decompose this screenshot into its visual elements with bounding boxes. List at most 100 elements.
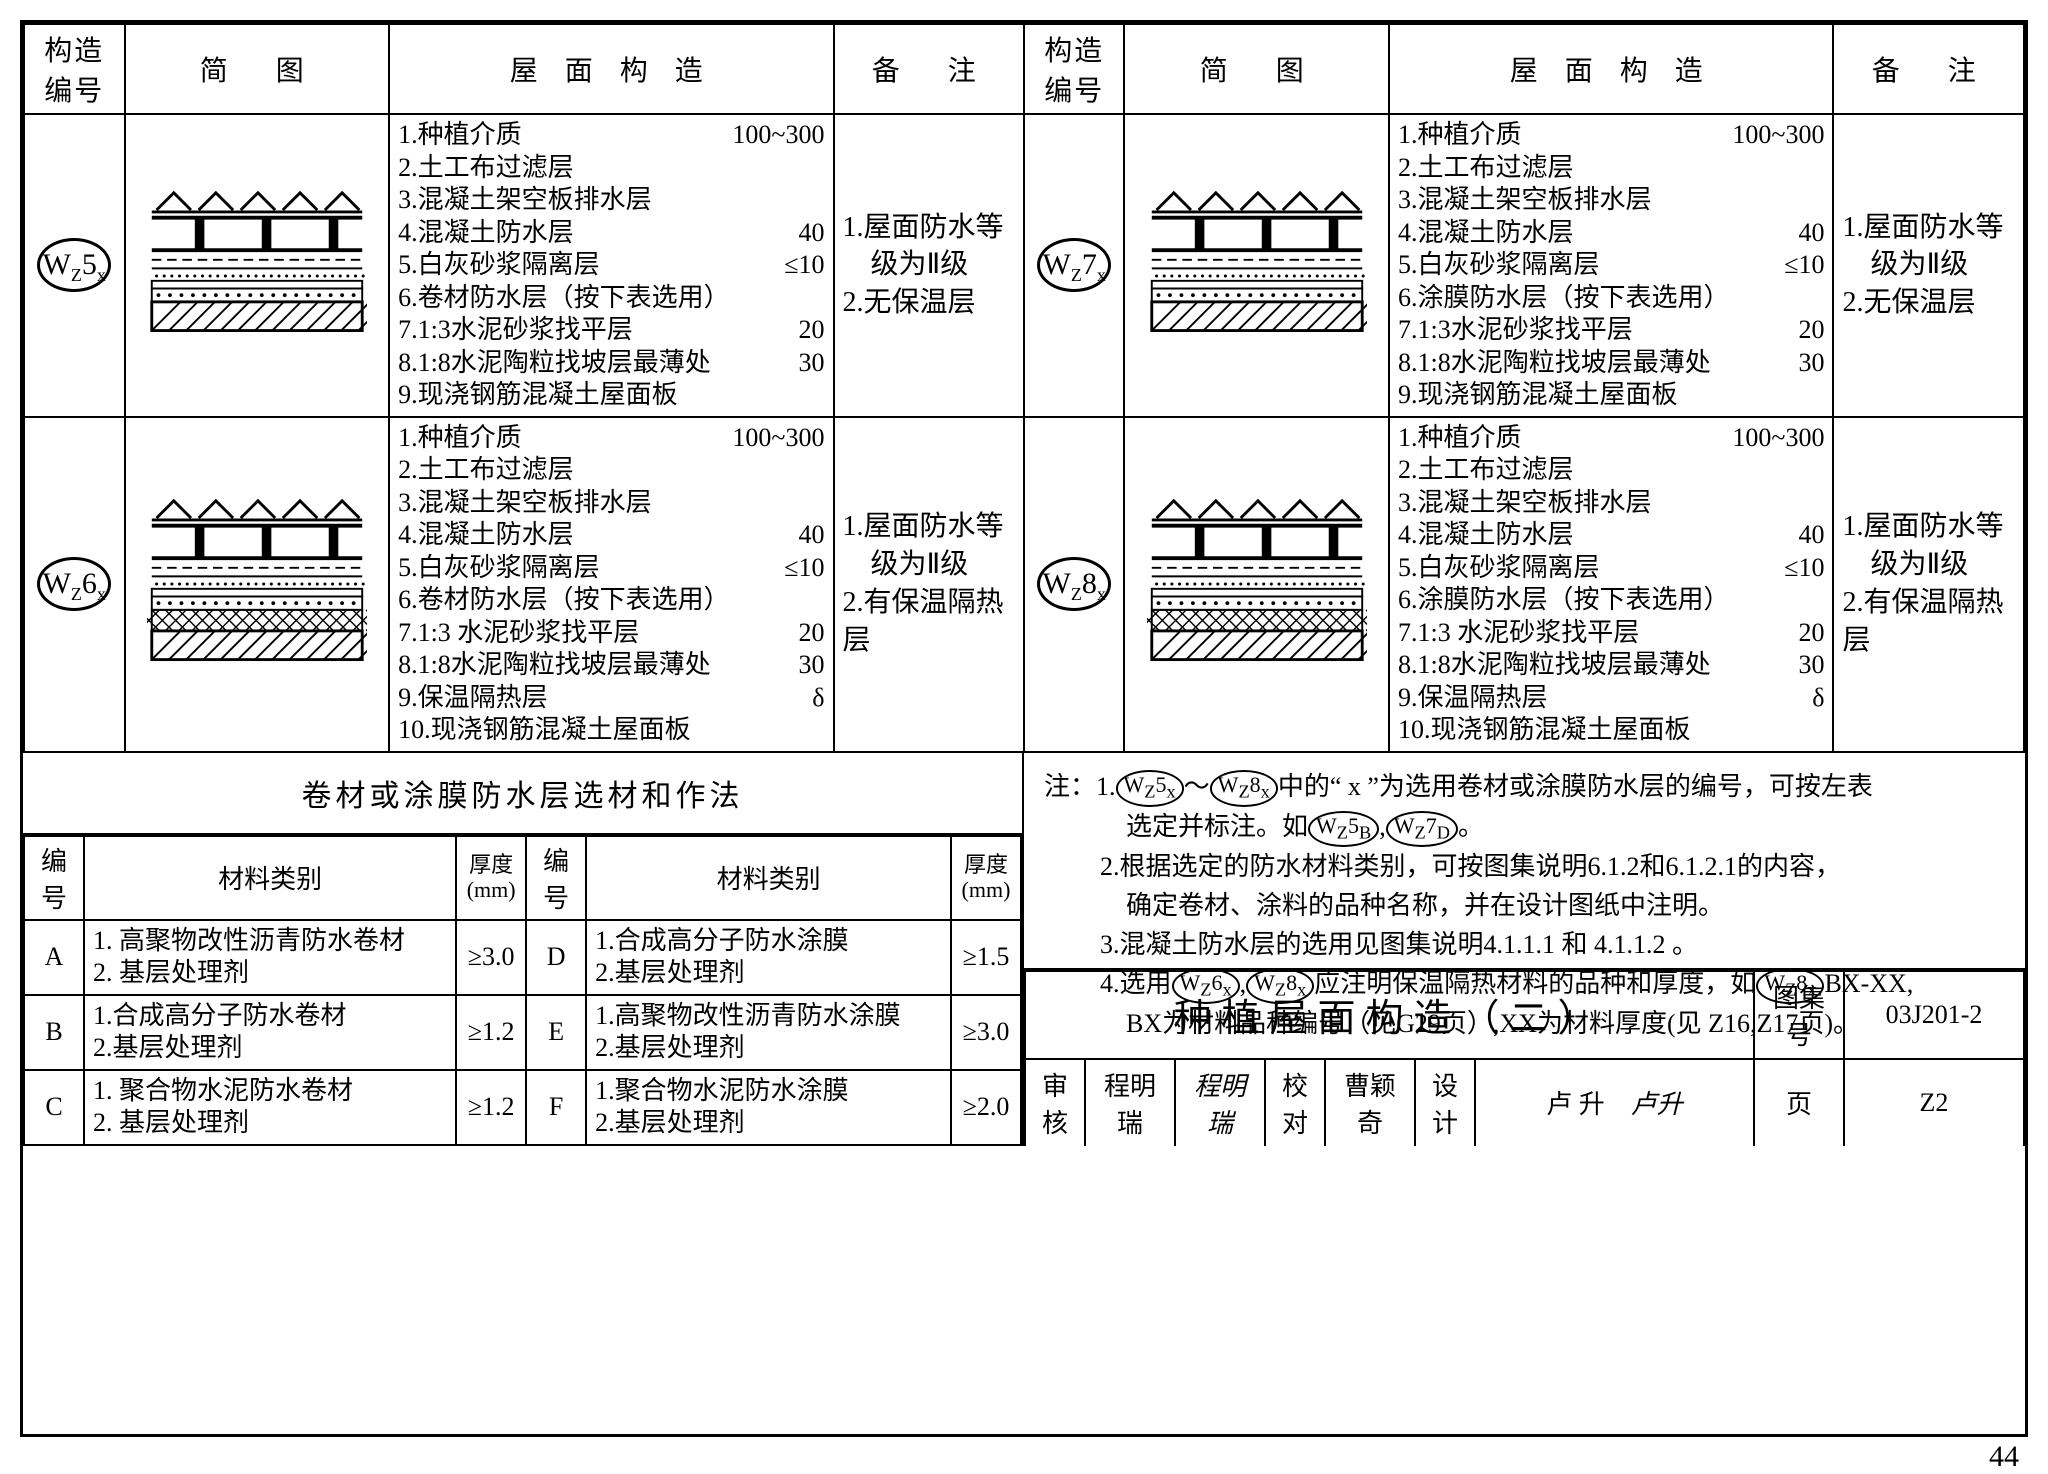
layer-line: 8.1:8水泥陶粒找坡层最薄处30 — [1398, 649, 1824, 682]
review-label: 审核 — [1025, 1059, 1085, 1146]
table-header-row: 构造编号 简 图 屋 面 构 造 备 注 构造编号 简 图 屋 面 构 造 备 … — [24, 24, 2024, 114]
layer-line: 6.涂膜防水层（按下表选用） — [1398, 282, 1824, 315]
remark-line: 1.屋面防水等 — [843, 209, 1015, 247]
mat-hdr-thk2: 厚度(mm) — [951, 836, 1021, 920]
layer-line: 3.混凝土架空板排水层 — [398, 487, 824, 520]
layer-line: 7.1:3水泥砂浆找平层20 — [1398, 314, 1824, 347]
hdr-code-r: 构造编号 — [1024, 24, 1125, 114]
layer-line: 5.白灰砂浆隔离层≤10 — [1398, 249, 1824, 282]
design-label: 设计 — [1415, 1059, 1475, 1146]
setno: 03J201-2 — [1844, 971, 2024, 1059]
layers-cell: 1.种植介质100~3002.土工布过滤层3.混凝土架空板排水层4.混凝土防水层… — [1389, 417, 1833, 752]
layer-line: 3.混凝土架空板排水层 — [1398, 184, 1824, 217]
mat-thk: ≥1.5 — [951, 920, 1021, 995]
notes-and-titleblock: 注：1.WZ5x～WZ8x中的“ x ”为选用卷材或涂膜防水层的编号，可按左表 … — [1024, 753, 2025, 1146]
mat-thk: ≥1.2 — [456, 995, 526, 1070]
layer-line: 6.涂膜防水层（按下表选用） — [1398, 584, 1824, 617]
layer-line: 10.现浇钢筋混凝土屋面板 — [1398, 714, 1824, 747]
page-label: 页 — [1754, 1059, 1844, 1146]
drawing-sheet: 构造编号 简 图 屋 面 构 造 备 注 构造编号 简 图 屋 面 构 造 备 … — [20, 20, 2028, 1437]
layer-line: 2.土工布过滤层 — [1398, 152, 1824, 185]
material-section: 卷材或涂膜防水层选材和作法 编号 材料类别 厚度(mm) 编号 材料类别 厚度(… — [23, 753, 1024, 1146]
layer-line: 10.现浇钢筋混凝土屋面板 — [398, 714, 824, 747]
table-row: WZ5x 1.种植介质100~3002.土工布过滤层3.混凝土架空板排水层4.混… — [24, 114, 2024, 417]
mat-hdr-kind2: 材料类别 — [586, 836, 951, 920]
layers-cell: 1.种植介质100~3002.土工布过滤层3.混凝土架空板排水层4.混凝土防水层… — [1389, 114, 1833, 417]
layer-line: 7.1:3水泥砂浆找平层20 — [398, 314, 824, 347]
layer-line: 2.土工布过滤层 — [1398, 454, 1824, 487]
notes-lead: 注： — [1044, 772, 1096, 801]
mat-code: C — [24, 1070, 84, 1145]
layer-line: 9.现浇钢筋混凝土屋面板 — [1398, 379, 1824, 412]
layer-line: 1.种植介质100~300 — [398, 422, 824, 455]
mat-code: B — [24, 995, 84, 1070]
layer-line: 1.种植介质100~300 — [398, 119, 824, 152]
layer-line: 4.混凝土防水层40 — [1398, 519, 1824, 552]
material-header-row: 编号 材料类别 厚度(mm) 编号 材料类别 厚度(mm) — [24, 836, 1021, 920]
remark-line: 1.屋面防水等 — [1842, 209, 2015, 247]
diagram-cell — [125, 417, 390, 752]
layer-line: 2.土工布过滤层 — [398, 152, 824, 185]
note-line: 确定卷材、涂料的品种名称，并在设计图纸中注明。 — [1044, 886, 2005, 925]
hdr-code-l: 构造编号 — [24, 24, 125, 114]
check-label: 校对 — [1265, 1059, 1325, 1146]
mat-code: F — [526, 1070, 586, 1145]
mat-thk: ≥2.0 — [951, 1070, 1021, 1145]
mat-hdr-code2: 编号 — [526, 836, 586, 920]
remark-line: 级为Ⅱ级 — [843, 246, 1015, 284]
code-badge: WZ5x — [37, 238, 111, 292]
review-sign: 程明瑞 — [1175, 1059, 1265, 1146]
remark-line: 2.无保温层 — [1842, 284, 2015, 322]
note-line: 3.混凝土防水层的选用见图集说明4.1.1.1 和 4.1.1.2 。 — [1044, 925, 2005, 964]
mat-code: A — [24, 920, 84, 995]
mat-code: D — [526, 920, 586, 995]
layer-line: 2.土工布过滤层 — [398, 454, 824, 487]
material-row: B 1.合成高分子防水卷材2.基层处理剂 ≥1.2 E 1.高聚物改性沥青防水涂… — [24, 995, 1021, 1070]
code-cell: WZ5x — [24, 114, 125, 417]
mat-desc: 1. 聚合物水泥防水卷材2. 基层处理剂 — [84, 1070, 456, 1145]
mat-hdr-kind: 材料类别 — [84, 836, 456, 920]
sheet-pagenum: 44 — [1989, 1440, 2019, 1474]
hdr-diagram-r: 简 图 — [1124, 24, 1389, 114]
remark-cell: 1.屋面防水等 级为Ⅱ级2.无保温层 — [1833, 114, 2024, 417]
mat-desc: 1.聚合物水泥防水涂膜2.基层处理剂 — [586, 1070, 951, 1145]
mat-desc: 1.合成高分子防水卷材2.基层处理剂 — [84, 995, 456, 1070]
layer-line: 9.现浇钢筋混凝土屋面板 — [398, 379, 824, 412]
layer-line: 1.种植介质100~300 — [1398, 119, 1824, 152]
code-badge-inline: WZ5B — [1308, 811, 1379, 847]
layer-line: 3.混凝土架空板排水层 — [1398, 487, 1824, 520]
drawing-title: 种植屋面构造（二） — [1025, 971, 1754, 1059]
layer-line: 5.白灰砂浆隔离层≤10 — [1398, 552, 1824, 585]
code-badge-inline: WZ5x — [1116, 770, 1184, 806]
hdr-layers-l: 屋 面 构 造 — [389, 24, 833, 114]
code-badge: WZ7x — [1037, 238, 1111, 292]
layer-line: 8.1:8水泥陶粒找坡层最薄处30 — [398, 649, 824, 682]
hdr-diagram-l: 简 图 — [125, 24, 390, 114]
code-badge-inline: WZ7D — [1386, 811, 1458, 847]
material-row: A 1. 高聚物改性沥青防水卷材2. 基层处理剂 ≥3.0 D 1.合成高分子防… — [24, 920, 1021, 995]
review-name: 程明瑞 — [1085, 1059, 1175, 1146]
hdr-remark-l: 备 注 — [834, 24, 1024, 114]
code-cell: WZ6x — [24, 417, 125, 752]
material-title: 卷材或涂膜防水层选材和作法 — [23, 753, 1022, 835]
mat-thk: ≥1.2 — [456, 1070, 526, 1145]
section-diagram-icon — [147, 497, 367, 663]
lower-section: 卷材或涂膜防水层选材和作法 编号 材料类别 厚度(mm) 编号 材料类别 厚度(… — [23, 753, 2025, 1146]
remark-cell: 1.屋面防水等 级为Ⅱ级2.无保温层 — [834, 114, 1024, 417]
layer-line: 6.卷材防水层（按下表选用） — [398, 282, 824, 315]
page-no: Z2 — [1844, 1059, 2024, 1146]
remark-line: 级为Ⅱ级 — [1842, 546, 2015, 584]
mat-hdr-thk: 厚度(mm) — [456, 836, 526, 920]
mat-desc: 1. 高聚物改性沥青防水卷材2. 基层处理剂 — [84, 920, 456, 995]
layer-line: 4.混凝土防水层40 — [398, 519, 824, 552]
layers-cell: 1.种植介质100~3002.土工布过滤层3.混凝土架空板排水层4.混凝土防水层… — [389, 417, 833, 752]
layer-line: 5.白灰砂浆隔离层≤10 — [398, 249, 824, 282]
layer-line: 4.混凝土防水层40 — [1398, 217, 1824, 250]
note-line: 2.根据选定的防水材料类别，可按图集说明6.1.2和6.1.2.1的内容， — [1044, 847, 2005, 886]
layer-line: 8.1:8水泥陶粒找坡层最薄处30 — [1398, 347, 1824, 380]
mat-thk: ≥3.0 — [456, 920, 526, 995]
remark-line: 2.有保温隔热层 — [1842, 584, 2015, 660]
remark-cell: 1.屋面防水等 级为Ⅱ级2.有保温隔热层 — [1833, 417, 2024, 752]
hdr-remark-r: 备 注 — [1833, 24, 2024, 114]
code-cell: WZ8x — [1024, 417, 1125, 752]
